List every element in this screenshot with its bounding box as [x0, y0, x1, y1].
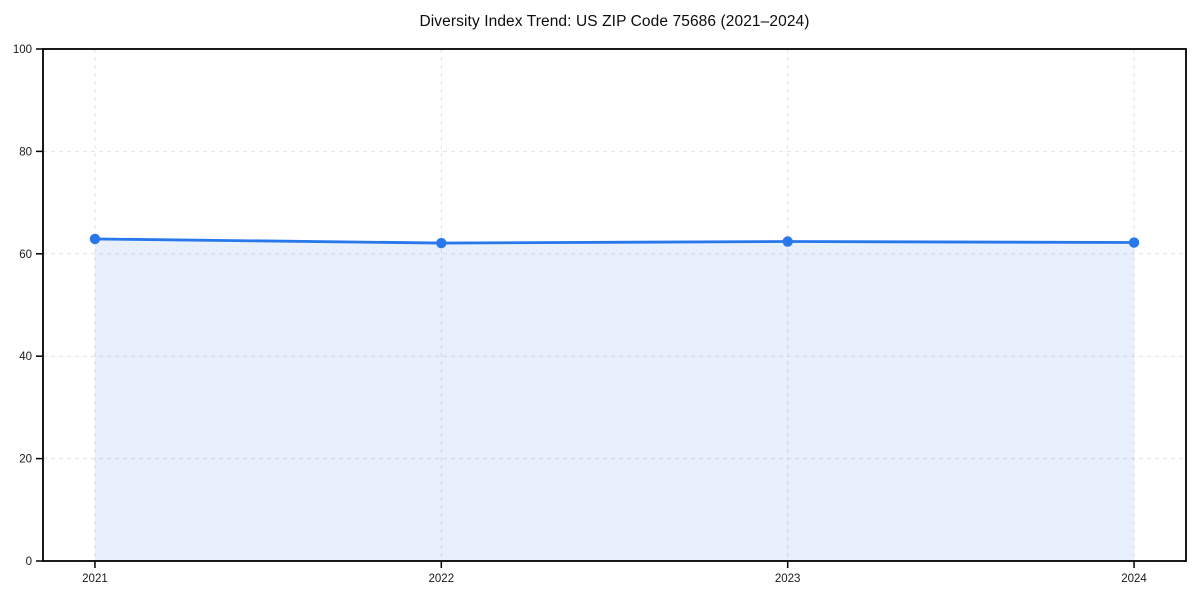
x-axis-tick-label: 2024	[1121, 573, 1147, 585]
x-axis-tick-label: 2022	[429, 573, 455, 585]
data-point-marker	[782, 236, 793, 247]
chart-title: Diversity Index Trend: US ZIP Code 75686…	[419, 13, 810, 30]
y-axis-tick-label: 80	[19, 146, 32, 158]
x-axis-tick-label: 2023	[775, 573, 801, 585]
x-axis-tick-label: 2021	[82, 573, 108, 585]
y-axis-tick-label: 20	[19, 454, 32, 466]
y-axis-tick-label: 0	[26, 556, 32, 568]
plot-border	[42, 48, 1187, 562]
y-axis-tick-label: 100	[13, 44, 32, 56]
data-point-marker	[436, 237, 447, 249]
area-fill	[94, 238, 1135, 561]
data-point-marker	[89, 233, 101, 245]
trend-line	[93, 237, 1136, 245]
data-point-marker	[1128, 237, 1140, 248]
y-axis-tick-label: 40	[19, 351, 32, 363]
y-axis-tick-label: 60	[19, 249, 32, 261]
